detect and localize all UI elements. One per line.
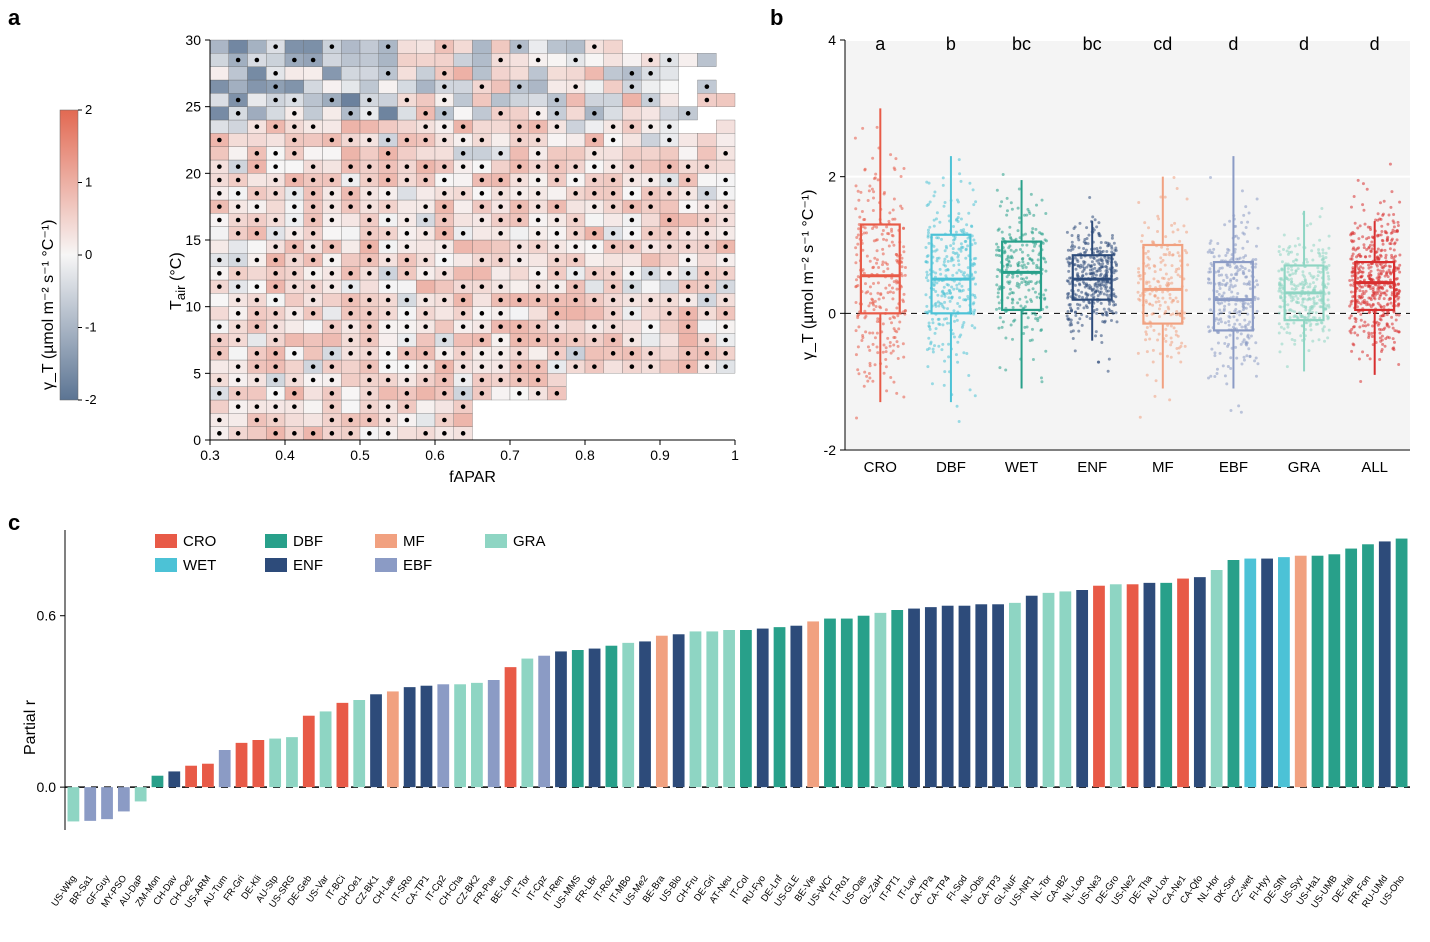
svg-text:-2: -2	[824, 442, 837, 458]
svg-text:a: a	[875, 34, 886, 54]
svg-text:DBF: DBF	[293, 533, 323, 550]
panel-a-label: a	[8, 5, 20, 31]
svg-text:CRO: CRO	[183, 533, 216, 550]
svg-text:WET: WET	[1005, 459, 1038, 476]
svg-text:1: 1	[731, 447, 739, 463]
svg-text:d: d	[1228, 34, 1238, 54]
heatmap-colorbar-title: γ_T (µmol m⁻² s⁻¹ °C⁻¹)	[38, 220, 58, 390]
svg-text:-2: -2	[85, 392, 97, 407]
heatmap-y-title: Tair (°C)	[168, 252, 188, 310]
svg-text:15: 15	[185, 232, 201, 248]
tair-label: Tair (°C)	[168, 252, 185, 310]
svg-text:0.0: 0.0	[37, 779, 57, 795]
svg-text:0.9: 0.9	[650, 447, 670, 463]
svg-text:0.4: 0.4	[275, 447, 295, 463]
svg-text:bc: bc	[1083, 34, 1102, 54]
svg-text:ENF: ENF	[1077, 459, 1107, 476]
svg-text:-1: -1	[85, 320, 97, 335]
svg-text:MF: MF	[403, 533, 425, 550]
svg-text:0.5: 0.5	[350, 447, 370, 463]
svg-text:5: 5	[193, 365, 201, 381]
panel-b-container: γ_T (µmol m⁻² s⁻¹ °C⁻¹) CRO a DBF b WET bc ENF…	[790, 20, 1420, 490]
svg-text:2: 2	[85, 102, 92, 117]
svg-text:EBF: EBF	[1219, 459, 1248, 476]
svg-text:bc: bc	[1012, 34, 1031, 54]
svg-text:WET: WET	[183, 557, 216, 574]
svg-text:d: d	[1370, 34, 1380, 54]
svg-text:25: 25	[185, 99, 201, 115]
panel-a-container: γ_T (µmol m⁻² s⁻¹ °C⁻¹) Tair (°C) -2-101…	[30, 20, 750, 490]
svg-text:2: 2	[828, 169, 836, 185]
svg-text:d: d	[1299, 34, 1309, 54]
svg-text:0.7: 0.7	[500, 447, 520, 463]
boxplot-y-title: γ_T (µmol m⁻² s⁻¹ °C⁻¹)	[798, 190, 818, 360]
svg-text:1: 1	[85, 175, 92, 190]
svg-text:fAPAR: fAPAR	[449, 469, 496, 486]
boxplot-svg: CRO a DBF b WET bc ENF bc MF cd EBF d GRA d ALL d -2 0 2 4	[790, 20, 1420, 490]
barplot-svg: US-WkgBR-Sa1GF-GuyMY-PSOAU-DaPZM-MonCH-D…	[10, 520, 1420, 935]
panel-c-container: Partial r US-WkgBR-Sa1GF-GuyMY-PSOAU-DaP…	[10, 520, 1420, 935]
figure-root: a b c γ_T (µmol m⁻² s⁻¹ °C⁻¹) Tair (°C) …	[0, 0, 1430, 942]
svg-text:GRA: GRA	[1288, 459, 1321, 476]
svg-text:0.6: 0.6	[425, 447, 445, 463]
svg-text:30: 30	[185, 32, 201, 48]
svg-text:EBF: EBF	[403, 557, 432, 574]
barplot-y-title: Partial r	[22, 700, 40, 755]
svg-text:0.3: 0.3	[200, 447, 220, 463]
svg-text:0: 0	[85, 247, 92, 262]
svg-text:20: 20	[185, 165, 201, 181]
svg-text:0: 0	[828, 305, 836, 321]
svg-text:b: b	[946, 34, 956, 54]
svg-text:0: 0	[193, 432, 201, 448]
svg-text:DBF: DBF	[936, 459, 966, 476]
panel-b-label: b	[770, 5, 783, 31]
svg-text:0.8: 0.8	[575, 447, 595, 463]
svg-text:ENF: ENF	[293, 557, 323, 574]
svg-text:MF: MF	[1152, 459, 1174, 476]
heatmap-svg: -2-10120.30.40.50.60.70.80.91fAPAR051015…	[30, 20, 750, 490]
svg-text:cd: cd	[1153, 34, 1172, 54]
svg-text:CRO: CRO	[864, 459, 897, 476]
svg-text:4: 4	[828, 32, 836, 48]
svg-text:0.6: 0.6	[37, 608, 57, 624]
svg-text:GRA: GRA	[513, 533, 546, 550]
svg-text:ALL: ALL	[1361, 459, 1388, 476]
